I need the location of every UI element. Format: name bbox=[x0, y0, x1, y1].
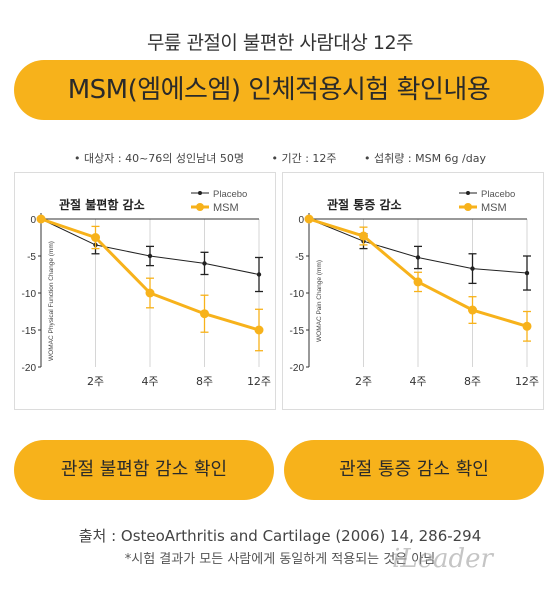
legend-marker bbox=[196, 203, 204, 211]
period-info: • 기간 : 12주 bbox=[271, 152, 337, 165]
y-tick-label: -20 bbox=[22, 363, 37, 374]
x-tick-label: 2주 bbox=[355, 375, 372, 388]
watermark-logo: iLeader bbox=[392, 544, 493, 574]
study-info: • 대상자 : 40~76의 성인남녀 50명 • 기간 : 12주 • 섭취량… bbox=[0, 150, 560, 166]
chart-panel-pain: 0 -5 -10 -15 -20 2주 4주 8주 12주 WOMAC Pain Change (… bbox=[282, 172, 544, 410]
x-tick-label: 8주 bbox=[196, 375, 213, 388]
y-tick-label: -10 bbox=[22, 289, 37, 300]
y-axis-label: WOMAC Pain Change (mm) bbox=[316, 260, 323, 342]
legend-label: MSM bbox=[481, 202, 507, 214]
source-citation: 출처 : OsteoArthritis and Cartilage (2006)… bbox=[78, 527, 482, 545]
y-tick-label: -10 bbox=[290, 289, 305, 300]
data-point-msm bbox=[359, 231, 368, 241]
data-point-msm bbox=[36, 214, 46, 224]
chart-title: 관절 불편함 감소 bbox=[59, 197, 145, 212]
data-point-msm bbox=[468, 305, 477, 315]
chart-title: 관절 통증 감소 bbox=[327, 197, 402, 212]
legend-marker bbox=[466, 191, 470, 195]
data-point-placebo bbox=[202, 261, 207, 266]
pain-chart: 0 -5 -10 -15 -20 2주 4주 8주 12주 WOMAC Pain Change (… bbox=[290, 189, 540, 388]
y-tick-label: 0 bbox=[298, 215, 304, 226]
x-tick-label: 8주 bbox=[464, 375, 481, 388]
data-point-placebo bbox=[147, 253, 153, 259]
x-tick-label: 12주 bbox=[247, 375, 271, 388]
y-tick-label: -5 bbox=[295, 252, 304, 263]
legend-label: Placebo bbox=[213, 189, 247, 200]
legend-label: Placebo bbox=[481, 189, 515, 200]
y-tick-label: -5 bbox=[27, 252, 36, 263]
data-point-msm bbox=[200, 309, 209, 319]
page-title: 무릎 관절이 불편한 사람대상 12주 bbox=[146, 32, 414, 54]
data-point-placebo bbox=[524, 270, 530, 276]
data-point-msm bbox=[145, 288, 155, 298]
y-tick-label: 0 bbox=[30, 215, 36, 226]
disclaimer-note: *시험 결과가 모든 사람에게 동일하게 적용되는 것은 아님 bbox=[124, 552, 436, 567]
discomfort-reduction-button[interactable]: 관절 불편함 감소 확인 bbox=[14, 440, 274, 500]
data-point-placebo bbox=[470, 266, 475, 271]
x-tick-label: 4주 bbox=[141, 375, 158, 388]
discomfort-chart: 0 -5 -10 -15 -20 2주 4주 8주 12주 WOMAC Physical Func… bbox=[22, 189, 272, 388]
data-point-placebo bbox=[256, 272, 262, 277]
data-point-msm bbox=[254, 325, 264, 335]
chart-panel-discomfort: 0 -5 -10 -15 -20 2주 4주 8주 12주 WOMAC Physical Func… bbox=[14, 172, 276, 410]
data-point-msm bbox=[522, 321, 532, 331]
legend-marker bbox=[198, 191, 202, 195]
data-point-msm bbox=[413, 277, 423, 287]
y-axis-label: WOMAC Physical Function Change (mm) bbox=[48, 241, 55, 361]
y-tick-label: -15 bbox=[22, 326, 37, 337]
pain-reduction-button[interactable]: 관절 통증 감소 확인 bbox=[284, 440, 544, 500]
y-tick-label: -15 bbox=[290, 326, 305, 337]
y-tick-label: -20 bbox=[290, 363, 305, 374]
dose-info: • 섭취량 : MSM 6g /day bbox=[364, 152, 486, 165]
x-tick-label: 12주 bbox=[515, 375, 539, 388]
data-point-placebo bbox=[415, 255, 421, 260]
subjects-info: • 대상자 : 40~76의 성인남녀 50명 bbox=[74, 152, 244, 165]
x-tick-label: 4주 bbox=[409, 375, 426, 388]
legend-label: MSM bbox=[213, 202, 239, 214]
data-point-msm bbox=[91, 233, 100, 242]
study-banner: MSM(엠에스엠) 인체적용시험 확인내용 bbox=[14, 60, 544, 120]
data-point-msm bbox=[304, 214, 314, 224]
legend-marker bbox=[464, 203, 472, 211]
x-tick-label: 2주 bbox=[87, 375, 104, 388]
